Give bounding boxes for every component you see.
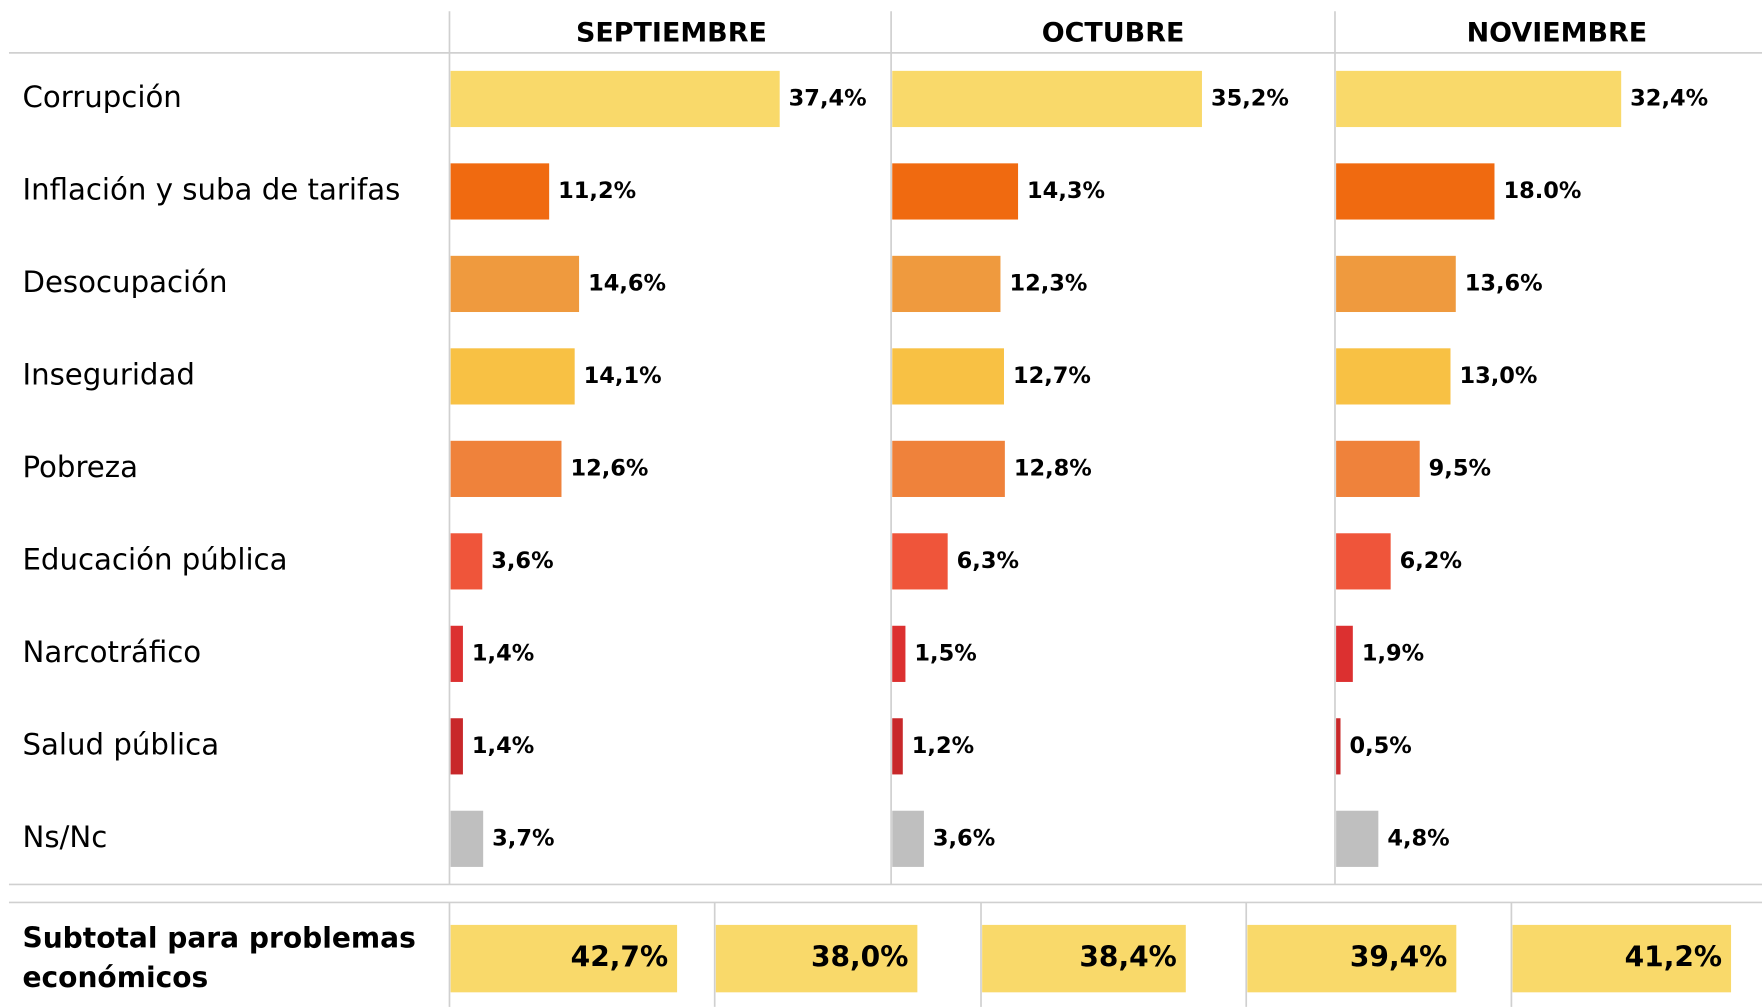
value-label: 14,6%	[588, 270, 666, 296]
value-label: 12,8%	[1014, 455, 1092, 481]
bar	[450, 718, 463, 775]
bar	[1336, 255, 1456, 313]
subtotal-label: Subtotal para problemas	[22, 922, 415, 955]
value-label: 11,2%	[558, 178, 636, 204]
bar	[450, 625, 463, 682]
subtotal-label: económicos	[22, 961, 208, 994]
bar	[450, 70, 780, 128]
value-label: 3,6%	[933, 825, 995, 851]
value-label: 6,3%	[957, 548, 1019, 574]
bar	[1336, 625, 1353, 682]
value-label: 13,0%	[1459, 363, 1537, 389]
value-label: 14,1%	[584, 363, 662, 389]
bar	[892, 440, 1005, 497]
value-label: 32,4%	[1630, 85, 1708, 111]
value-label: 0,5%	[1349, 733, 1411, 759]
subtotal-bar	[715, 924, 918, 993]
panel-header: NOVIEMBRE	[1467, 17, 1648, 48]
panel-header: OCTUBRE	[1042, 17, 1185, 48]
bar	[1336, 718, 1341, 775]
bar	[892, 625, 906, 682]
subtotal-value: 41,2%	[1625, 941, 1722, 974]
bar	[450, 163, 550, 220]
value-label: 37,4%	[789, 85, 867, 111]
category-label: Inseguridad	[22, 357, 194, 391]
value-label: 9,5%	[1429, 455, 1491, 481]
value-label: 1,5%	[914, 640, 976, 666]
value-label: 12,7%	[1013, 363, 1091, 389]
value-label: 18.0%	[1503, 178, 1581, 204]
value-label: 1,4%	[472, 733, 534, 759]
bar	[450, 440, 562, 497]
value-label: 12,6%	[570, 455, 648, 481]
category-label: Inflación y suba de tarifas	[22, 172, 400, 206]
bar	[892, 70, 1202, 128]
bar	[892, 348, 1004, 405]
value-label: 3,6%	[491, 548, 553, 574]
category-label: Salud pública	[22, 727, 219, 761]
category-label: Pobreza	[22, 450, 138, 484]
bar	[892, 533, 948, 590]
bar	[450, 533, 483, 590]
category-label: Ns/Nc	[22, 820, 107, 854]
category-label: Educación pública	[22, 542, 287, 576]
subtotal-value: 39,4%	[1350, 941, 1447, 974]
bar	[450, 810, 484, 867]
value-label: 3,7%	[492, 825, 554, 851]
bar	[1336, 810, 1379, 867]
panel-header: SEPTIEMBRE	[576, 17, 767, 48]
value-label: 1,9%	[1362, 640, 1424, 666]
bar	[892, 718, 903, 775]
bar	[1336, 533, 1391, 590]
value-label: 13,6%	[1465, 270, 1543, 296]
category-label: Narcotráfico	[22, 635, 201, 669]
value-label: 35,2%	[1211, 85, 1289, 111]
bar	[892, 163, 1019, 220]
subtotal-bar	[982, 924, 1186, 993]
subtotal-value: 38,4%	[1079, 941, 1176, 974]
category-label: Corrupción	[22, 80, 181, 114]
bar	[1336, 163, 1495, 220]
bar	[1336, 440, 1420, 497]
value-label: 12,3%	[1009, 270, 1087, 296]
value-label: 4,8%	[1387, 825, 1449, 851]
category-label: Desocupación	[22, 265, 227, 299]
bar	[892, 810, 924, 867]
subtotal-value: 42,7%	[571, 941, 668, 974]
bar	[892, 255, 1001, 313]
bar	[450, 348, 575, 405]
value-label: 1,2%	[912, 733, 974, 759]
value-label: 1,4%	[472, 640, 534, 666]
bar	[450, 255, 580, 313]
bar	[1336, 70, 1622, 128]
value-label: 14,3%	[1027, 178, 1105, 204]
subtotal-value: 38,0%	[811, 941, 908, 974]
subtotal-bar	[1512, 924, 1732, 993]
subtotal-bar	[1247, 924, 1457, 993]
subtotal-bar	[450, 924, 678, 993]
value-label: 6,2%	[1400, 548, 1462, 574]
bar	[1336, 348, 1451, 405]
